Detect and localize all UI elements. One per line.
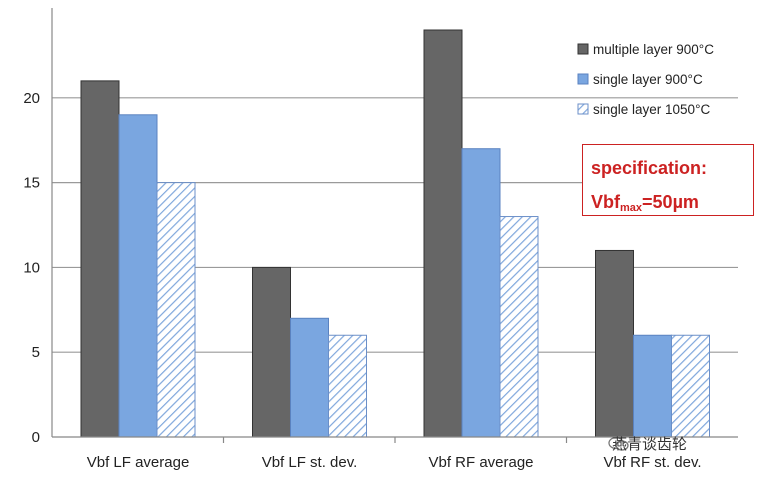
specification-annotation: specification: Vbfmax=50µm bbox=[582, 144, 754, 216]
x-category-label: Vbf LF st. dev. bbox=[262, 454, 358, 471]
bars bbox=[80, 29, 710, 438]
axes: 0 5 10 15 20 Vbf LF average Vbf LF st. dev. Vbf… bbox=[23, 8, 738, 471]
spec-line-2: Vbfmax=50µm bbox=[591, 192, 699, 214]
bar-1-3 bbox=[423, 29, 463, 438]
x-category-label: Vbf RF average bbox=[428, 454, 533, 471]
bar-3-4 bbox=[671, 334, 710, 438]
x-category-label: Vbf RF st. dev. bbox=[603, 454, 701, 471]
legend-label: single layer 1050°C bbox=[593, 102, 710, 117]
legend-label: multiple layer 900°C bbox=[593, 42, 714, 57]
legend-swatch bbox=[577, 73, 589, 85]
y-tick-label: 0 bbox=[32, 429, 40, 446]
bar-2-3 bbox=[461, 148, 501, 438]
spec-line-1: specification: bbox=[591, 158, 708, 178]
x-category-label: Vbf LF average bbox=[87, 454, 190, 471]
y-tick-label: 20 bbox=[23, 90, 40, 107]
bar-2-1 bbox=[118, 114, 158, 438]
bar-3-2 bbox=[328, 334, 367, 438]
y-tick-label: 5 bbox=[32, 344, 40, 361]
y-tick-label: 10 bbox=[23, 259, 40, 276]
legend-swatch bbox=[577, 43, 589, 55]
bar-1-4 bbox=[595, 249, 634, 438]
watermark-text: 燕青谈齿轮 bbox=[612, 435, 688, 453]
legend: multiple layer 900°C single layer 900°C si… bbox=[577, 42, 714, 117]
bar-2-4 bbox=[633, 334, 672, 438]
legend-label: single layer 900°C bbox=[593, 72, 703, 87]
chat-bubble-icon bbox=[608, 436, 629, 451]
bar-1-2 bbox=[252, 266, 291, 438]
bar-3-1 bbox=[156, 182, 196, 438]
legend-swatch bbox=[577, 103, 589, 115]
bar-2-2 bbox=[290, 317, 329, 438]
bar-1-1 bbox=[80, 80, 120, 438]
y-tick-label: 15 bbox=[23, 175, 40, 192]
bar-3-3 bbox=[499, 216, 539, 438]
